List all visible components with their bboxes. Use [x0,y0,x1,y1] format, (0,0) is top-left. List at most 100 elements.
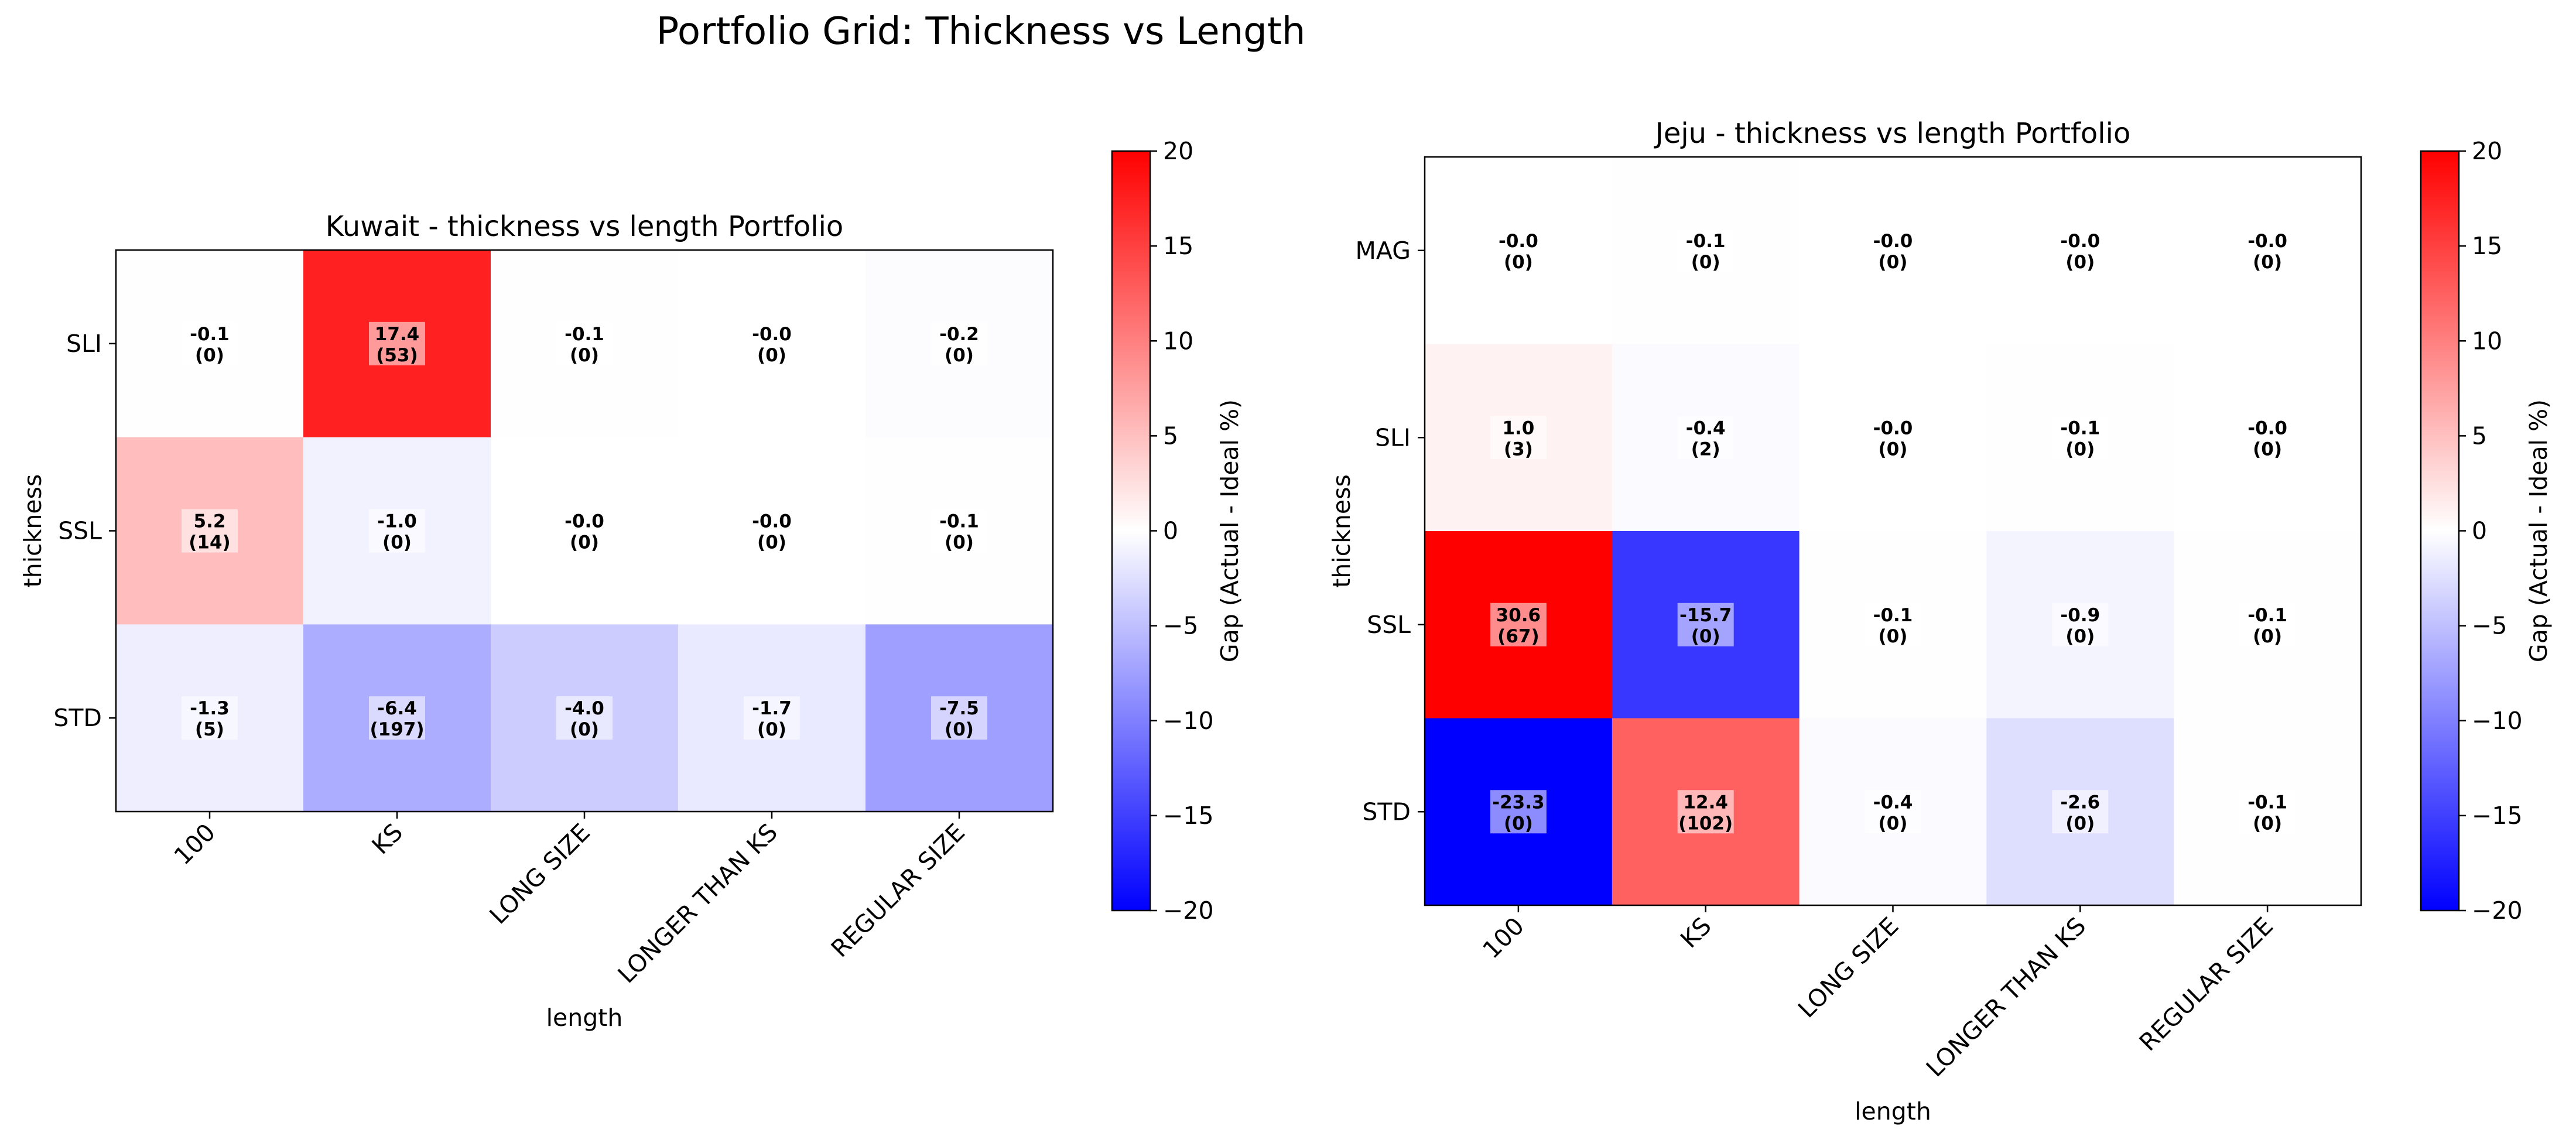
jeju-cell-std-long-size-label: -0.4(0) [1865,790,1921,834]
kuwait-chart-title: Kuwait - thickness vs length Portfolio [326,210,844,243]
cell-label-box [2052,603,2109,646]
cell-gap-value: -0.0 [752,324,792,345]
colorbar-tick-label: 5 [1163,422,1178,450]
cell-count-value: (0) [2065,252,2095,273]
kuwait-y-axis-label: thickness [19,474,47,588]
cell-label-box [2052,790,2109,834]
kuwait-y-tick-sli: SLI [66,330,102,358]
kuwait-cell-std-longer-than-ks-label: -1.7(0) [744,696,800,740]
kuwait-cell-sli-longer-than-ks-label: -0.0(0) [744,321,800,366]
kuwait-cell-ssl-regular-size-label: -0.1(0) [931,509,987,553]
cell-label-box [1865,790,1921,834]
cell-gap-value: -0.1 [190,324,230,345]
cell-label-box [1490,790,1547,834]
cell-gap-value: -0.1 [2060,417,2100,439]
cell-gap-value: 17.4 [375,324,420,345]
cell-label-box [1677,228,1734,272]
cell-gap-value: -1.0 [377,511,417,532]
colorbar-tick-label: 15 [2472,232,2502,260]
cell-gap-value: -7.5 [939,698,979,719]
cell-gap-value: -0.1 [939,511,979,532]
kuwait-cell-std-100-label: -1.3(5) [182,696,238,740]
kuwait-cell-sli-long-size-label: -0.1(0) [556,321,613,366]
cell-count-value: (67) [1497,626,1539,647]
kuwait-colorbar: 20 15 10 5 0 −5 −10 −15 −20 Gap (Actual - Ideal %… [1111,137,1244,925]
cell-gap-value: -0.1 [1686,231,1726,252]
cell-gap-value: -15.7 [1679,605,1732,626]
cell-label-box [1490,228,1547,272]
colorbar-tick-label: −5 [1163,612,1198,640]
colorbar-tick-label: −5 [2472,612,2507,640]
jeju-cell-std-100-label: -23.3(0) [1490,790,1547,834]
cell-gap-value: -23.3 [1492,792,1544,813]
kuwait-cell-ssl-ks-label: -1.0(0) [369,509,425,553]
cell-gap-value: -0.1 [1873,605,1913,626]
colorbar-tick-label: −15 [2472,802,2523,830]
cell-count-value: (0) [2253,813,2282,834]
colorbar-tick-label: 0 [1163,517,1178,545]
jeju-cell-std-regular-size-label: -0.1(0) [2239,790,2296,834]
cell-count-value: (53) [376,345,418,366]
jeju-y-tick-std: STD [1362,798,1411,826]
cell-label-box [744,321,800,365]
cell-count-value: (0) [1879,252,1908,273]
jeju-cell-ssl-ks-label: -15.7(0) [1677,603,1734,647]
cell-count-value: (0) [1691,252,1720,273]
jeju-cell-sli-longer-than-ks-label: -0.1(0) [2052,416,2109,460]
cell-gap-value: -2.6 [2060,792,2100,813]
cell-count-value: (0) [757,719,786,740]
jeju-y-tick-sli: SLI [1375,423,1411,451]
cell-label-box [1865,603,1921,646]
kuwait-y-tick-std: STD [53,704,102,732]
kuwait-cell-std-ks-label: -6.4(197) [369,696,425,740]
cell-label-box [556,321,613,365]
colorbar-tick-label: −10 [1163,707,1214,735]
jeju-cell-sli-long-size-label: -0.0(0) [1865,416,1921,460]
cell-gap-value: -0.2 [939,324,979,345]
jeju-y-tick-ssl: SSL [1367,611,1411,639]
jeju-cell-ssl-regular-size-label: -0.1(0) [2239,603,2296,647]
cell-count-value: (0) [945,345,974,366]
cell-label-box [744,509,800,553]
cell-label-box [1677,790,1734,834]
cell-count-value: (0) [945,719,974,740]
cell-count-value: (0) [1504,813,1533,834]
cell-count-value: (0) [1691,626,1720,647]
colorbar-tick-label: 15 [1163,232,1193,260]
colorbar-gradient [1111,150,1151,912]
cell-count-value: (0) [570,532,599,553]
colorbar-tick-label: −15 [1163,802,1214,830]
jeju-chart-title: Jeju - thickness vs length Portfolio [1654,117,2131,150]
cell-label-box [931,509,987,553]
cell-gap-value: -1.7 [752,698,792,719]
cell-gap-value: -4.0 [565,698,604,719]
cell-count-value: (0) [1879,626,1908,647]
colorbar-tick-label: 10 [1163,327,1193,355]
cell-count-value: (0) [757,532,786,553]
colorbar-tick-label: −20 [2472,896,2523,925]
cell-gap-value: 1.0 [1502,417,1534,439]
cell-label-box [2239,228,2296,272]
jeju-cell-mag-ks-label: -0.1(0) [1677,228,1734,273]
cell-label-box [369,321,425,365]
jeju-cell-ssl-long-size-label: -0.1(0) [1865,603,1921,647]
cell-label-box [2239,416,2296,460]
cell-label-box [1490,603,1547,646]
kuwait-cell-ssl-longer-than-ks-label: -0.0(0) [744,509,800,553]
cell-label-box [182,509,238,553]
cell-label-box [556,696,613,740]
cell-gap-value: -0.0 [1873,231,1913,252]
cell-gap-value: -6.4 [377,698,417,719]
cell-count-value: (3) [1504,439,1533,460]
kuwait-cell-std-regular-size-label: -7.5(0) [931,696,987,740]
cell-count-value: (0) [2253,252,2282,273]
cell-gap-value: -0.1 [2247,792,2287,813]
colorbar-tick-label: 0 [2472,517,2487,545]
cell-count-value: (0) [2065,813,2095,834]
cell-count-value: (0) [1879,813,1908,834]
cell-count-value: (5) [195,719,224,740]
colorbar-tick-label: −10 [2472,707,2523,735]
cell-label-box [2052,416,2109,460]
kuwait-cell-sli-regular-size-label: -0.2(0) [931,321,987,366]
cell-gap-value: -0.0 [2247,417,2287,439]
